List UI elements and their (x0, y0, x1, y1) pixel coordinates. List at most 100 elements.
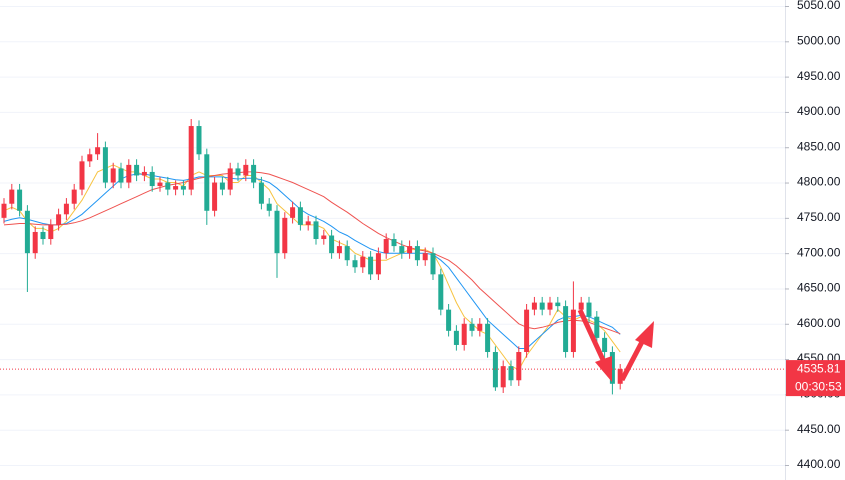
candle-body (305, 221, 311, 225)
candle-body (430, 253, 436, 275)
candle-body (313, 221, 319, 240)
countdown-label: 00:30:53 (795, 379, 842, 393)
candle-body (352, 260, 358, 268)
arrow-down-shaft (577, 308, 607, 364)
candle-body (500, 366, 506, 388)
candle-body (243, 164, 249, 176)
candle-body (555, 302, 561, 307)
candle-body (563, 306, 569, 353)
candle-body (360, 256, 366, 268)
candle-body (570, 309, 576, 353)
candle-body (227, 168, 233, 190)
candle-body (422, 253, 428, 261)
candle-body (56, 214, 62, 225)
candle-body (95, 147, 101, 155)
candle-body (9, 189, 15, 204)
candle-body (524, 309, 530, 353)
candle-body (266, 203, 272, 211)
candle-body (383, 239, 389, 254)
candle-body (173, 186, 179, 190)
candle-body (48, 224, 54, 240)
candle-body (539, 302, 545, 310)
candle-body (547, 302, 553, 310)
y-tick-label: 5000.00 (797, 33, 841, 47)
candle-body (180, 186, 186, 190)
candle-body (141, 171, 147, 176)
candle-body (134, 164, 140, 176)
candle-body (40, 231, 46, 240)
grid (0, 6, 785, 466)
candle-body (110, 168, 116, 183)
candle-body (407, 246, 413, 254)
candle-body (126, 164, 132, 183)
candle-body (508, 366, 514, 381)
candle-body (17, 189, 23, 211)
candle-body (274, 210, 280, 254)
candle-body (578, 302, 584, 310)
candle-body (344, 246, 350, 261)
candle-body (118, 168, 124, 183)
candle-body (329, 235, 335, 254)
candle-body (602, 337, 608, 353)
y-tick-label: 5050.00 (797, 0, 841, 12)
candle-body (453, 330, 459, 345)
candle-body (32, 231, 38, 254)
candle-body (321, 235, 327, 240)
candle-body (375, 253, 381, 275)
candle-body (219, 182, 225, 190)
candle-body (336, 246, 342, 254)
candle-body (586, 302, 592, 317)
candle-body (251, 164, 257, 183)
y-tick-label: 4650.00 (797, 281, 841, 295)
candle-body (485, 323, 491, 353)
y-tick-label: 4450.00 (797, 422, 841, 436)
y-tick-label: 4800.00 (797, 175, 841, 189)
candle-body (368, 256, 374, 275)
candle-body (204, 154, 210, 211)
candle-body (79, 161, 85, 190)
candle-body (71, 189, 77, 204)
candles (1, 118, 623, 395)
candle-body (461, 323, 467, 345)
candle-body (609, 352, 615, 384)
candle-body (87, 154, 93, 162)
candle-body (63, 203, 69, 215)
candle-body (290, 207, 296, 218)
candle-body (516, 352, 522, 381)
price-tag: 4535.81 00:30:53 (0, 360, 845, 397)
candle-body (438, 274, 444, 310)
candle-body (594, 316, 600, 338)
last-price-label: 4535.81 (797, 361, 841, 375)
candle-body (24, 210, 30, 254)
candle-body (102, 147, 108, 183)
candle-body (188, 126, 194, 190)
candle-body (391, 239, 397, 247)
y-tick-label: 4400.00 (797, 457, 841, 471)
candle-body (531, 302, 537, 310)
candle-body (297, 207, 303, 225)
candle-body (1, 203, 7, 218)
candle-body (477, 323, 483, 331)
candle-body (258, 182, 264, 204)
candle-body (212, 182, 218, 211)
candle-body (157, 182, 163, 187)
y-tick-label: 4850.00 (797, 139, 841, 153)
arrow-up-shaft (619, 338, 646, 382)
candle-body (469, 323, 475, 331)
candle-body (399, 246, 405, 254)
arrow-up-head (635, 321, 654, 348)
price-tag-box (786, 360, 845, 397)
candle-body (446, 309, 452, 331)
y-tick-label: 4700.00 (797, 245, 841, 259)
y-tick-label: 4600.00 (797, 316, 841, 330)
y-tick-label: 4750.00 (797, 210, 841, 224)
y-tick-label: 4900.00 (797, 104, 841, 118)
candle-body (414, 246, 420, 261)
y-tick-label: 4950.00 (797, 69, 841, 83)
candle-body (149, 171, 155, 187)
candle-body (196, 126, 202, 155)
candle-body (165, 182, 171, 190)
moving-average-line (3, 173, 621, 349)
